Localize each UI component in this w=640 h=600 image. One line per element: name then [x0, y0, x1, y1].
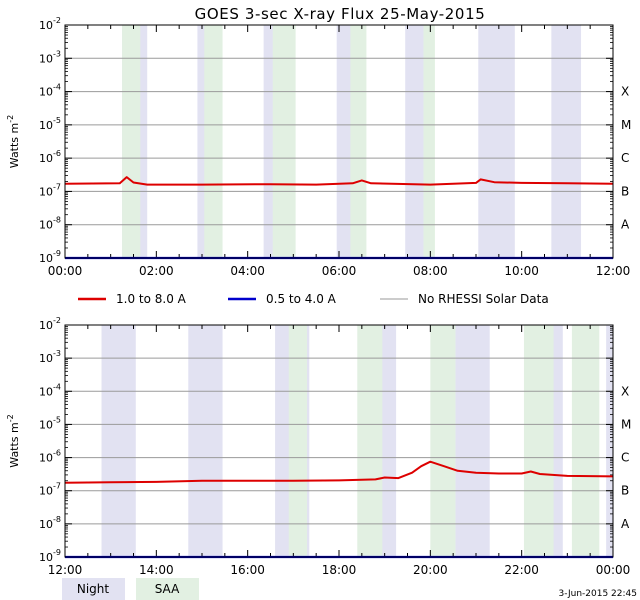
y-tick-label: 10-6 — [39, 149, 61, 165]
x-tick-label: 00:00 — [596, 563, 631, 577]
y-tick-label: 10-4 — [39, 382, 61, 398]
x-tick-label: 16:00 — [230, 563, 265, 577]
legend: 1.0 to 8.0 A 0.5 to 4.0 A No RHESSI Solar … — [62, 292, 549, 600]
y-tick-label: 10-3 — [39, 49, 61, 65]
x-tick-label: 12:00 — [596, 264, 631, 278]
y-tick-label: 10-9 — [39, 548, 61, 564]
x-tick-label: 06:00 — [322, 264, 357, 278]
chart-panel-1: 10-2 10-3 10-4 10-5 10-6 10-7 10-8 10-900:00 02:… — [6, 16, 631, 278]
series-line — [64, 460, 614, 484]
flare-class-label: M — [621, 417, 631, 431]
saa-band — [430, 325, 456, 557]
flare-class-label: X — [621, 85, 629, 99]
flare-class-label: B — [621, 484, 629, 498]
x-tick-label: 22:00 — [504, 563, 539, 577]
y-axis-label: Watts m-2 — [6, 414, 21, 467]
night-band — [101, 325, 136, 557]
x-tick-label: 20:00 — [413, 563, 448, 577]
saa-band — [357, 325, 383, 557]
x-tick-label: 12:00 — [48, 563, 83, 577]
flare-class-label: B — [621, 184, 629, 198]
x-tick-label: 18:00 — [322, 563, 357, 577]
timestamp: 3-Jun-2015 22:45 — [559, 589, 638, 599]
night-key-label: Night — [77, 582, 110, 596]
saa-band — [523, 325, 554, 557]
night-band — [455, 325, 490, 557]
saa-key — [136, 578, 199, 600]
saa-band — [423, 25, 435, 258]
saa-band — [571, 325, 600, 557]
y-tick-label: 10-4 — [39, 83, 61, 99]
y-tick-label: 10-8 — [39, 216, 61, 232]
legend-label: No RHESSI Solar Data — [418, 292, 549, 306]
legend-label: 0.5 to 4.0 A — [266, 292, 337, 306]
series-line — [64, 176, 614, 186]
y-axis-label: Watts m-2 — [6, 115, 21, 168]
flare-class-label: C — [621, 451, 629, 465]
chart-panel-2: 10-2 10-3 10-4 10-5 10-6 10-7 10-8 10-912:00 14:… — [6, 316, 631, 577]
chart-title: GOES 3-sec X-ray Flux 25-May-2015 — [195, 5, 486, 23]
x-tick-label: 08:00 — [413, 264, 448, 278]
night-band — [478, 25, 515, 258]
y-tick-label: 10-3 — [39, 349, 61, 365]
y-tick-label: 10-6 — [39, 449, 61, 465]
x-tick-label: 00:00 — [48, 264, 83, 278]
x-tick-label: 02:00 — [139, 264, 174, 278]
y-tick-label: 10-7 — [39, 482, 61, 498]
y-tick-label: 10-8 — [39, 515, 61, 531]
night-band — [551, 25, 582, 258]
flare-class-label: M — [621, 118, 631, 132]
saa-band — [350, 25, 367, 258]
saa-band — [288, 325, 308, 557]
x-tick-label: 04:00 — [230, 264, 265, 278]
saa-band — [122, 25, 141, 258]
x-tick-label: 14:00 — [139, 563, 174, 577]
plot-frame — [64, 324, 614, 558]
saa-key-label: SAA — [155, 582, 180, 596]
night-band — [606, 325, 613, 557]
x-tick-label: 10:00 — [504, 264, 539, 278]
flare-class-label: X — [621, 384, 629, 398]
saa-band — [272, 25, 296, 258]
saa-band — [204, 25, 223, 258]
flare-class-label: C — [621, 151, 629, 165]
plot-frame — [64, 24, 614, 259]
y-tick-label: 10-2 — [39, 316, 61, 332]
y-tick-label: 10-5 — [39, 116, 61, 132]
flare-class-label: A — [621, 517, 630, 531]
y-tick-label: 10-5 — [39, 415, 61, 431]
y-tick-label: 10-9 — [39, 249, 61, 265]
legend-label: 1.0 to 8.0 A — [116, 292, 187, 306]
night-key — [62, 578, 125, 600]
y-tick-label: 10-2 — [39, 16, 61, 32]
y-tick-label: 10-7 — [39, 182, 61, 198]
night-band — [188, 325, 223, 557]
flare-class-label: A — [621, 218, 630, 232]
